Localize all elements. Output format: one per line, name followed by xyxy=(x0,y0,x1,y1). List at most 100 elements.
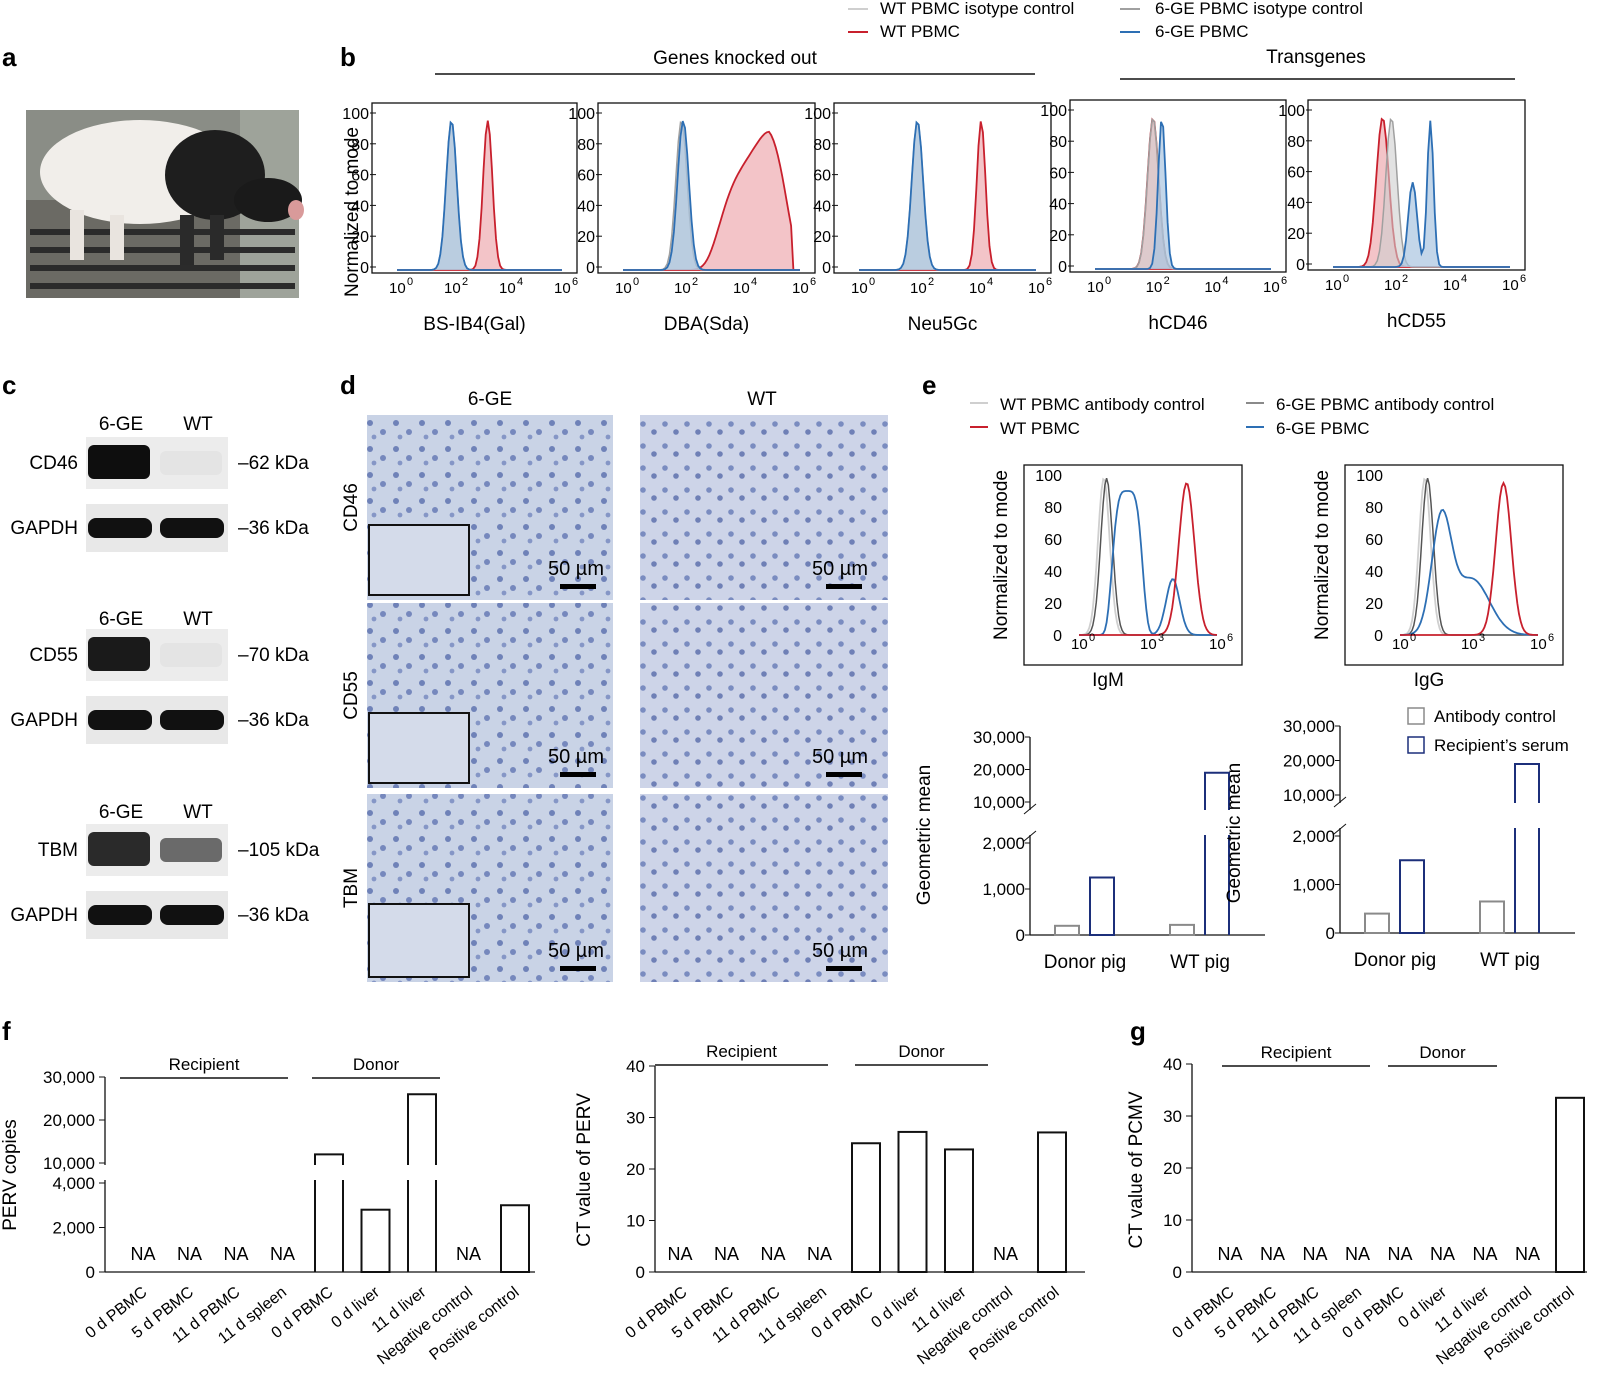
e-bar-ytick: 20,000 xyxy=(973,761,1025,780)
e-axis-break xyxy=(1023,803,1037,815)
b-ge-peak xyxy=(397,120,562,271)
c-target-size: –105 kDa xyxy=(238,840,320,861)
f2-na-label: NA xyxy=(667,1244,692,1264)
b-ytick: 60 xyxy=(577,168,595,185)
e-bar-ytick: 1,000 xyxy=(1292,876,1335,895)
b-legend-wt-iso: WT PBMC isotype control xyxy=(880,0,1074,18)
c-band-6ge xyxy=(88,637,150,671)
b-xtick: 10 xyxy=(1204,279,1221,296)
b-ge-peak xyxy=(623,120,800,271)
panel-label-e: e xyxy=(922,370,936,400)
d-scale-text-wt: 50 µm xyxy=(812,746,868,768)
c-gapdh-size: –36 kDa xyxy=(238,905,309,926)
e-plot-frame xyxy=(1344,464,1564,666)
d-row-label: TBM xyxy=(341,868,362,908)
b-xtick-exp: 6 xyxy=(1046,276,1052,288)
e-bar-ytick: 0 xyxy=(1016,926,1025,945)
b-xtick: 10 xyxy=(444,280,461,297)
b-wt-peak xyxy=(859,121,1036,271)
b-ge-peak xyxy=(1095,121,1271,270)
b-group-transgenes: Transgenes xyxy=(1266,47,1366,68)
b-iso-peak xyxy=(1333,117,1510,268)
b-xtick: 10 xyxy=(1028,280,1045,297)
b-xtick: 10 xyxy=(1325,277,1342,294)
g-na-label: NA xyxy=(1217,1244,1242,1264)
e-xtick: 10 xyxy=(1140,636,1157,653)
d-inset xyxy=(368,524,470,596)
b-xtick: 10 xyxy=(389,280,406,297)
b-xtick: 10 xyxy=(1384,277,1401,294)
b-ytick: 80 xyxy=(1049,134,1067,151)
b-xtick-exp: 0 xyxy=(1343,273,1349,285)
e-bar xyxy=(1169,923,1195,937)
b-xtick: 10 xyxy=(733,280,750,297)
f-ytick: 2,000 xyxy=(52,1219,95,1238)
b-ytick: 0 xyxy=(360,260,369,277)
f2-na-label: NA xyxy=(993,1244,1018,1264)
panel-label-b: b xyxy=(340,42,356,72)
e-ytick: 100 xyxy=(1356,468,1383,485)
b-ytick: 60 xyxy=(1049,165,1067,182)
d-img-wt xyxy=(640,603,888,788)
e-bar xyxy=(1364,912,1390,934)
panel-label-g: g xyxy=(1130,1016,1146,1046)
f-na-label: NA xyxy=(177,1244,202,1264)
f-chart-ct-perv: 40 30 20 10 0 CT value of PERV Recipient Donor N… xyxy=(574,1042,1085,1368)
d-scalebar-wt xyxy=(826,584,862,589)
f2-na-label: NA xyxy=(760,1244,785,1264)
g-na-label: NA xyxy=(1430,1244,1455,1264)
f-ytick: 0 xyxy=(86,1263,95,1282)
e-xtick: 10 xyxy=(1392,636,1409,653)
d-row-cd46: CD46 50 µm 50 µm xyxy=(341,415,888,600)
e-bar-ytick: 2,000 xyxy=(1292,827,1335,846)
b-xlabel: hCD46 xyxy=(1148,313,1207,334)
b-xtick: 10 xyxy=(674,280,691,297)
e-bar-legend-swatch-rs xyxy=(1407,736,1425,754)
e-bar-ytick: 2,000 xyxy=(982,834,1025,853)
b-xtick-exp: 4 xyxy=(1461,273,1467,285)
g-ytick: 0 xyxy=(1173,1263,1182,1282)
b-iso-peak xyxy=(1095,117,1271,270)
e-xlabel: IgG xyxy=(1414,670,1445,691)
c-gapdh-size: –36 kDa xyxy=(238,518,309,539)
c-band-6ge xyxy=(88,445,150,479)
g-ytick: 20 xyxy=(1163,1159,1182,1178)
b-ytick: 0 xyxy=(822,260,831,277)
e-bar xyxy=(1514,762,1540,933)
e-bar-category: WT pig xyxy=(1480,950,1540,971)
g-na-label: NA xyxy=(1260,1244,1285,1264)
b-xlabel: BS-IB4(Gal) xyxy=(423,314,525,335)
b-xtick-exp: 4 xyxy=(987,276,993,288)
b-xtick: 10 xyxy=(910,280,927,297)
e-ytick: 60 xyxy=(1365,532,1383,549)
e-xtick: 10 xyxy=(1461,636,1478,653)
f-na-label: NA xyxy=(456,1244,481,1264)
b-ytick: 100 xyxy=(342,106,369,123)
pig-photo xyxy=(26,110,304,298)
b-ytick: 20 xyxy=(813,229,831,246)
e-bar-ylabel: Geometric mean xyxy=(914,765,935,905)
b-plot-frame xyxy=(1069,99,1287,273)
e-bar-ytick: 30,000 xyxy=(1283,717,1335,736)
c-gapdh-band-wt xyxy=(160,518,224,538)
d-row-label: CD46 xyxy=(341,483,362,532)
b-xtick-exp: 4 xyxy=(517,276,523,288)
b-ge-peak xyxy=(859,120,1036,271)
b-ytick: 40 xyxy=(813,198,831,215)
b-xtick-exp: 4 xyxy=(751,276,757,288)
g-na-label: NA xyxy=(1387,1244,1412,1264)
b-plot-frame xyxy=(833,102,1052,274)
e-xtick: 10 xyxy=(1071,636,1088,653)
b-ytick: 80 xyxy=(1287,134,1305,151)
b-ytick: 80 xyxy=(351,137,369,154)
e-bar-legend-ab: Antibody control xyxy=(1434,707,1556,726)
g-ytick: 40 xyxy=(1163,1055,1182,1074)
d-row-cd55: CD55 50 µm 50 µm xyxy=(341,603,888,788)
e-ytick: 20 xyxy=(1044,596,1062,613)
e-bar-ylabel: Geometric mean xyxy=(1224,763,1245,903)
c-band-wt xyxy=(160,643,222,667)
c-band-wt xyxy=(160,838,222,862)
